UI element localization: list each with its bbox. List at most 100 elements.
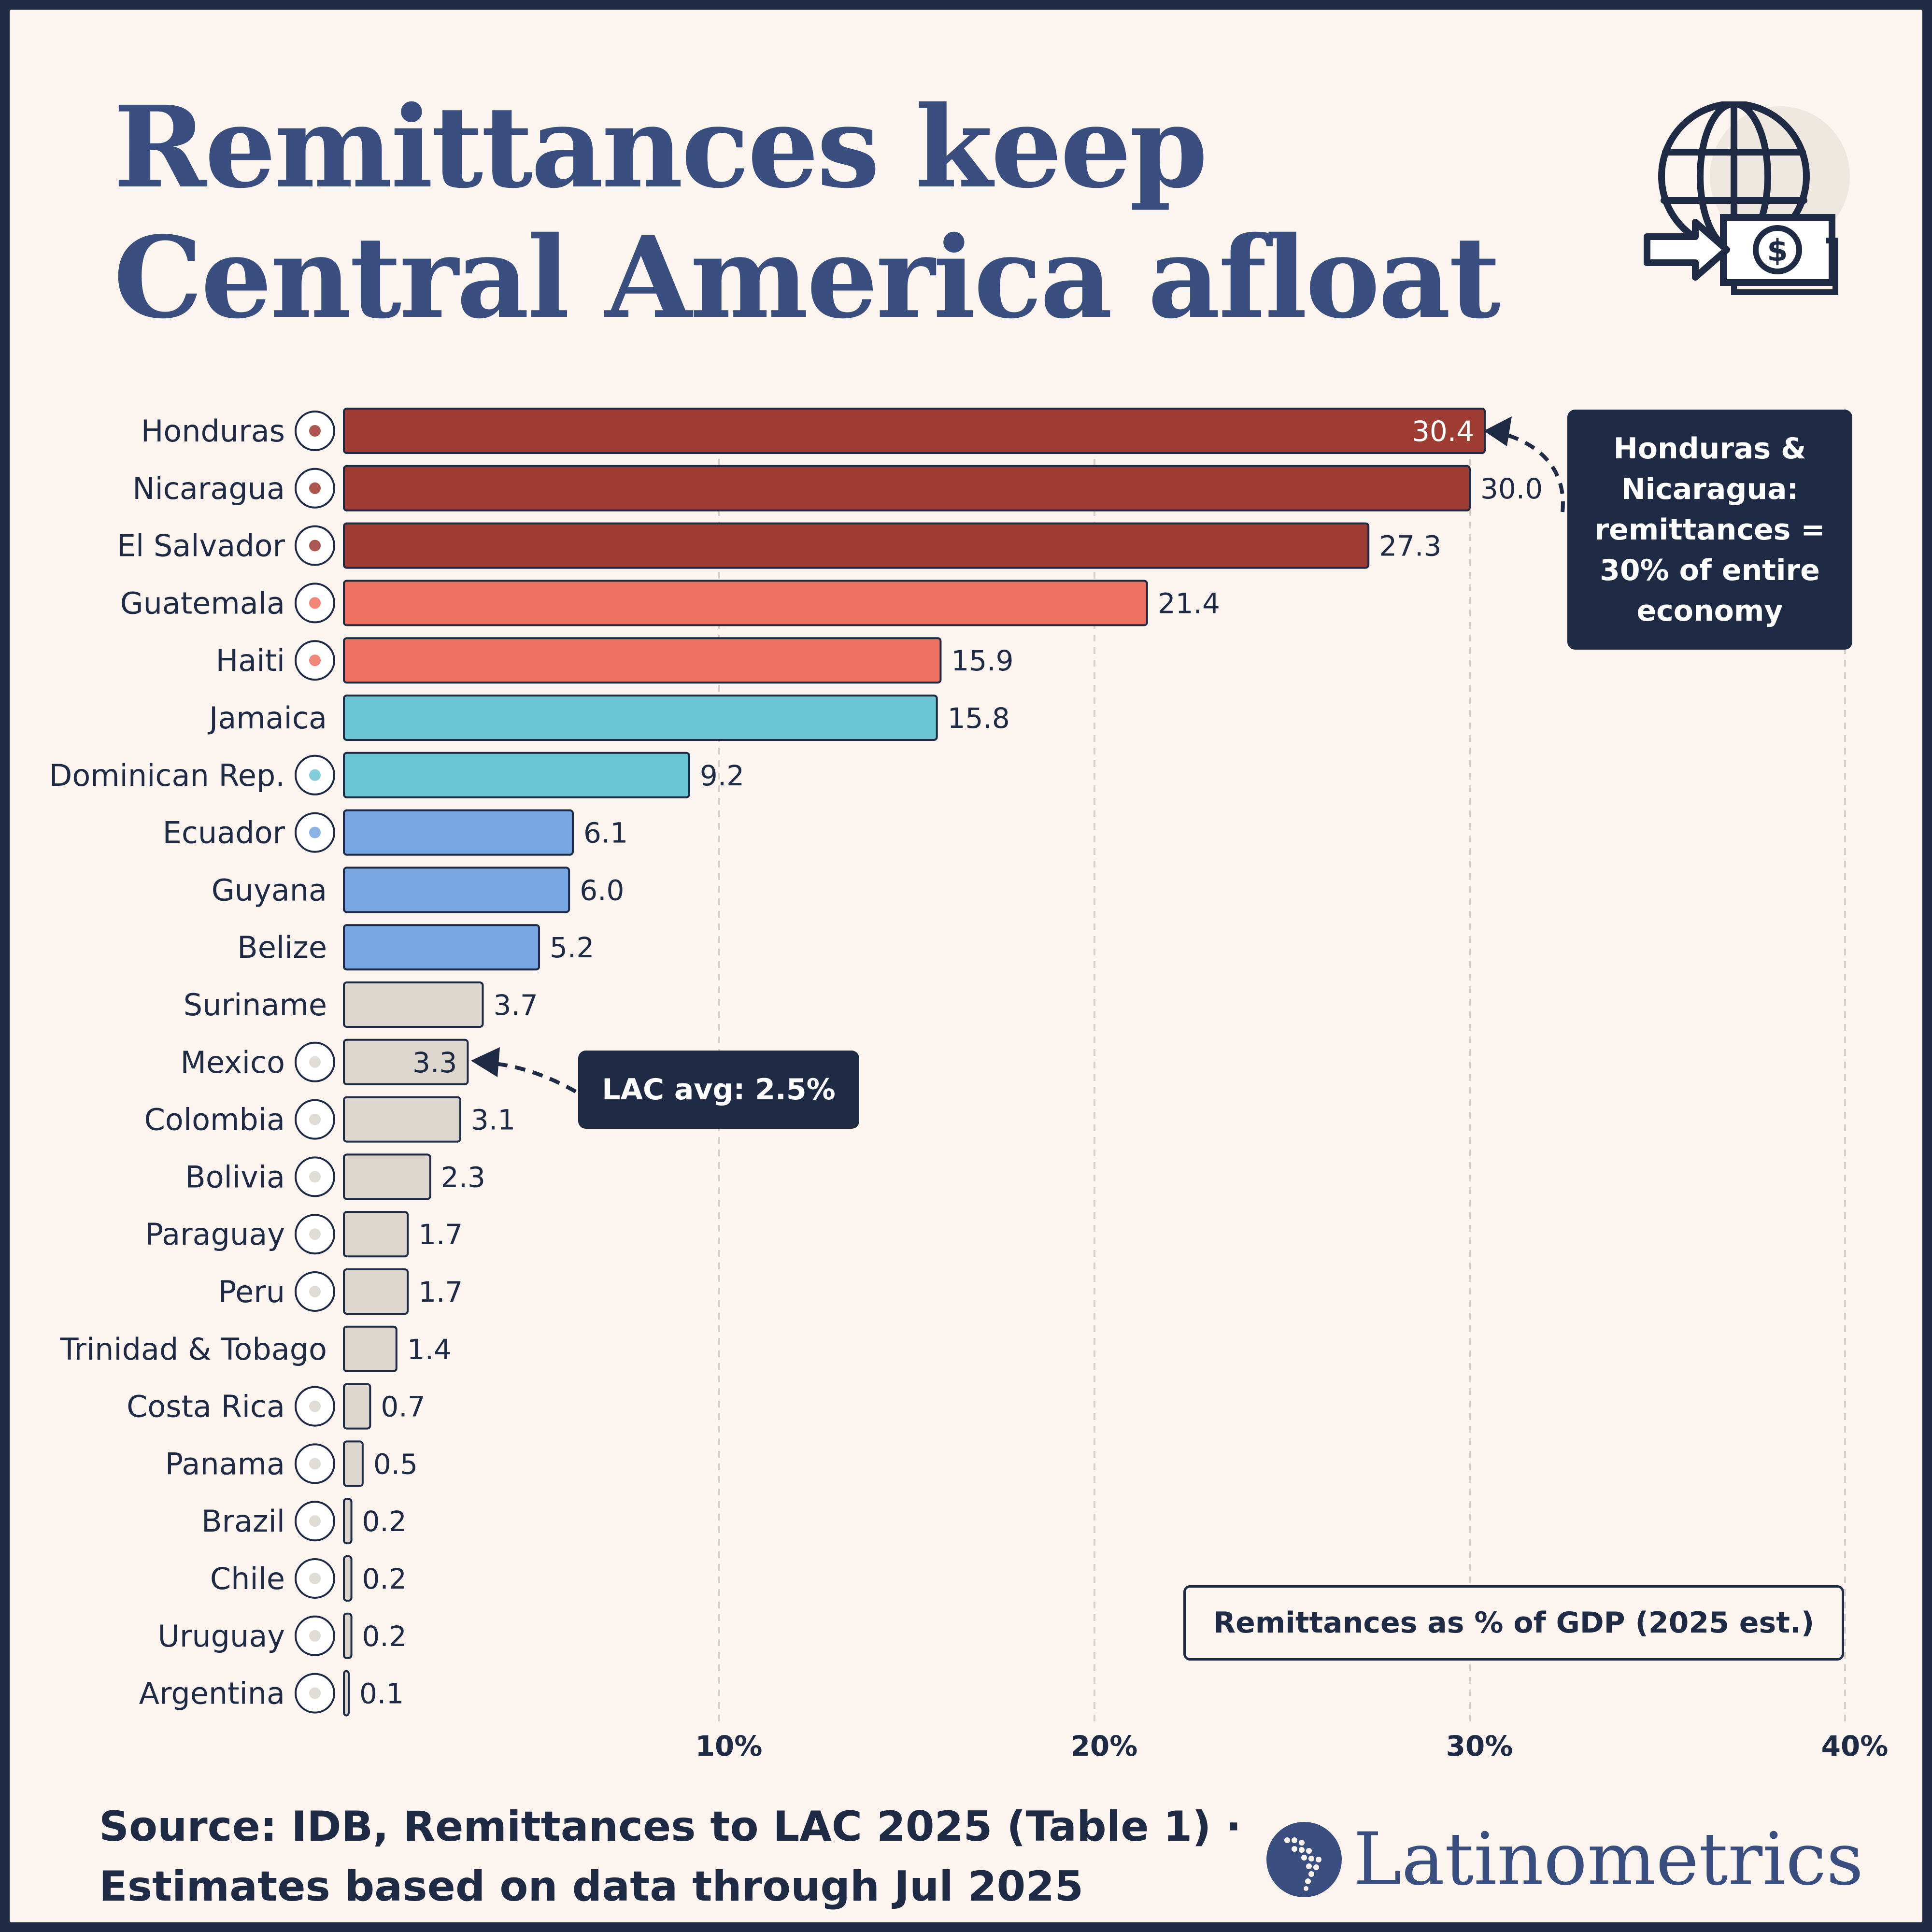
bar: [343, 1153, 431, 1200]
bar: [343, 522, 1370, 569]
value-label: 0.7: [381, 1391, 425, 1423]
callout-top-box: Honduras & Nicaragua: remittances = 30% …: [1567, 410, 1852, 650]
country-label: Guatemala: [120, 585, 285, 621]
value-label: 0.2: [362, 1505, 407, 1538]
country-label: Nicaragua: [132, 471, 285, 506]
country-label: Honduras: [141, 413, 285, 449]
flag-icon: [295, 1673, 335, 1714]
value-label: 1.7: [418, 1218, 463, 1251]
flag-icon: [295, 1558, 335, 1599]
bar: [343, 637, 942, 684]
bar: [343, 1440, 364, 1487]
flag-icon: [295, 754, 335, 796]
value-label: 0.2: [362, 1563, 407, 1595]
bar: [343, 809, 574, 856]
x-tick-label: 30%: [1446, 1730, 1513, 1762]
flags: [295, 411, 335, 1714]
country-label: Chile: [210, 1561, 285, 1596]
country-label: Uruguay: [158, 1619, 285, 1654]
bar: [343, 1555, 353, 1602]
bar: [343, 1268, 409, 1315]
callout-average-box: LAC avg: 2.5%: [578, 1051, 859, 1129]
svg-text:$: $: [1767, 233, 1788, 268]
bar: [343, 867, 570, 913]
flag-icon: [295, 1615, 335, 1656]
chart-title: Remittances keep Central America afloat: [114, 81, 1501, 343]
bar: [343, 752, 690, 798]
bar: [343, 695, 938, 741]
bar-chart: 30.4 Honduras 30.0 Nicaragua 27.3 El Salvador…: [49, 408, 1889, 1762]
country-label: Ecuador: [163, 815, 285, 851]
flag-icon: [295, 1386, 335, 1427]
value-label: 27.3: [1379, 530, 1441, 563]
x-tick-label: 10%: [696, 1730, 763, 1762]
value-label: 15.9: [951, 644, 1013, 677]
value-label: 3.7: [493, 989, 538, 1022]
bar: [343, 1096, 461, 1143]
value-label: 3.3: [412, 1046, 457, 1079]
callout-avg-arrow: [485, 1061, 577, 1094]
value-label: 30.4: [1412, 415, 1474, 448]
flag-icon: [295, 1214, 335, 1255]
value-label: 30.0: [1480, 472, 1543, 505]
callout-avg-arrowhead: [471, 1047, 500, 1077]
country-label: Costa Rica: [127, 1389, 285, 1424]
country-label: Trinidad & Tobago: [60, 1332, 327, 1367]
bar: [343, 580, 1148, 626]
country-label: Mexico: [181, 1045, 285, 1080]
country-label: Paraguay: [145, 1217, 285, 1252]
bar: [343, 1038, 469, 1085]
callout-top-arrow: [1496, 430, 1565, 512]
country-label: Colombia: [144, 1102, 285, 1137]
flag-icon: [295, 1443, 335, 1484]
value-label: 3.1: [471, 1104, 515, 1136]
country-label: Belize: [237, 930, 327, 965]
flag-icon: [295, 582, 335, 624]
country-label: Dominican Rep.: [49, 758, 285, 793]
value-label: 9.2: [700, 759, 744, 792]
country-label: Haiti: [216, 643, 285, 678]
bar: [343, 924, 540, 971]
value-label: 15.8: [948, 702, 1010, 735]
value-label: 2.3: [441, 1161, 485, 1193]
flag-icon: [295, 1099, 335, 1140]
value-label: 6.0: [580, 874, 624, 907]
bar: [343, 1211, 409, 1258]
callout-arrows: [471, 416, 1565, 1094]
flag-icon: [295, 812, 335, 853]
country-label: Bolivia: [185, 1159, 285, 1194]
country-label: Jamaica: [207, 700, 327, 736]
value-label: 0.5: [373, 1448, 418, 1480]
value-label: 0.1: [359, 1677, 404, 1710]
value-label: 0.2: [362, 1620, 407, 1653]
latam-map-logo-icon: [1266, 1822, 1342, 1897]
value-label: 5.2: [550, 931, 594, 964]
labels: 30.4 Honduras 30.0 Nicaragua 27.3 El Salvador…: [49, 413, 1543, 1711]
country-label: Peru: [218, 1274, 285, 1309]
bar: [343, 1498, 353, 1545]
country-label: El Salvador: [117, 528, 285, 564]
value-label: 21.4: [1158, 587, 1220, 620]
bar: [343, 1325, 398, 1372]
flag-icon: [295, 640, 335, 681]
callout-top-arrowhead: [1484, 416, 1512, 446]
value-label: 1.4: [407, 1333, 452, 1366]
x-axis-ticks: 10% 20% 30% 40%: [696, 1730, 1889, 1762]
flag-icon: [295, 1271, 335, 1312]
country-label: Argentina: [139, 1676, 285, 1711]
flag-icon: [295, 525, 335, 566]
bar: [343, 1383, 371, 1430]
country-label: Panama: [165, 1446, 285, 1481]
brand-name: Latinometrics: [1353, 1818, 1864, 1902]
flag-icon: [295, 411, 335, 451]
value-label: 6.1: [583, 817, 628, 850]
bar: [343, 1612, 353, 1659]
bar: [343, 1670, 350, 1717]
flag-icon: [295, 1156, 335, 1197]
bar: [343, 981, 484, 1028]
legend-box: Remittances as % of GDP (2025 est.): [1183, 1585, 1844, 1661]
country-label: Brazil: [201, 1504, 285, 1539]
flag-icon: [295, 468, 335, 509]
country-label: Guyana: [212, 872, 327, 908]
